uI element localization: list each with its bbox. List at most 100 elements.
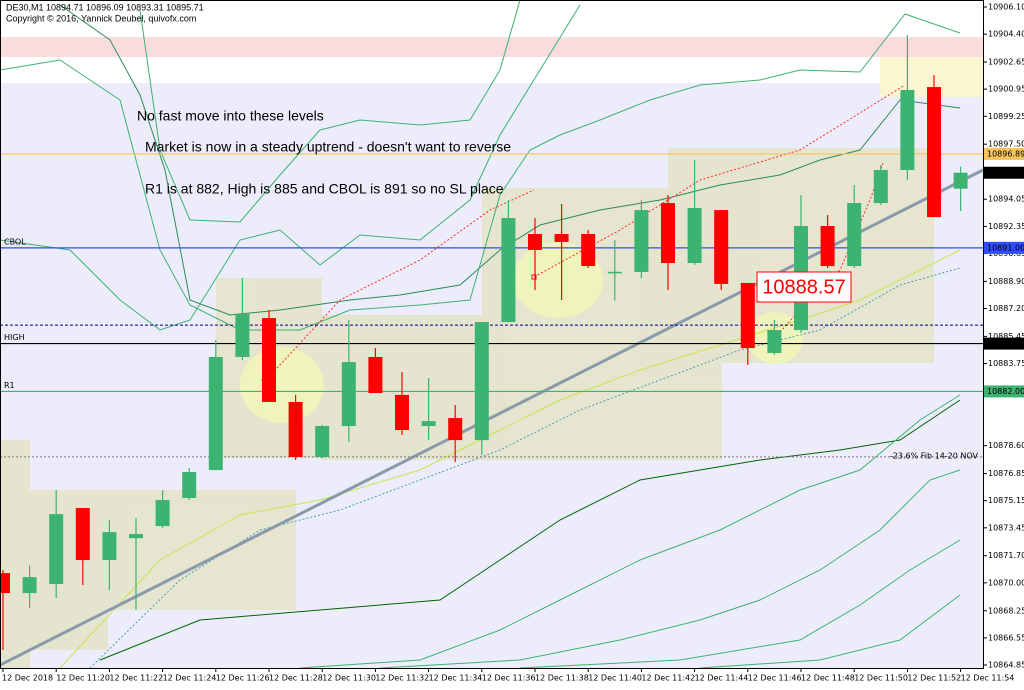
y-tick-label: 10864.85 (988, 661, 1024, 670)
candle-body (129, 534, 143, 539)
candle-body (714, 210, 729, 284)
x-tick-label: 12 Dec 11:44 (695, 674, 749, 683)
x-tick-label: 12 Dec 11:34 (429, 674, 483, 683)
candle-body (208, 356, 223, 471)
candle-body (395, 394, 409, 431)
price-tag (984, 241, 1024, 254)
x-tick-label: 12 Dec 11:22 (109, 674, 163, 683)
last-price-tag (984, 166, 1024, 179)
candle-body (421, 421, 436, 427)
candle-body (315, 426, 330, 457)
y-tick-label: 10899.25 (988, 112, 1024, 121)
candle-body (341, 362, 356, 427)
candle-body (235, 314, 250, 357)
band-line (59, 4, 961, 316)
candle-body (0, 573, 10, 594)
y-tick-label: 10902.65 (988, 58, 1024, 67)
y-tick-label: 10892.35 (988, 222, 1024, 231)
x-tick-label: 12 Dec 11:24 (163, 674, 217, 683)
candles (0, 35, 968, 651)
y-tick-label: 10888.90 (988, 277, 1024, 286)
candle-body (953, 172, 968, 189)
price-box-label: 10888.57 (762, 276, 845, 298)
candle-body (687, 207, 702, 264)
level-label: R1 (4, 381, 15, 390)
dotted-line (265, 189, 535, 381)
candle-body (474, 322, 489, 441)
last-price-label: 10895.71 (987, 168, 1024, 177)
chart-subtitle: Copyright © 2016, Yannick Deubel, quivof… (6, 13, 196, 23)
candle-body (75, 508, 90, 561)
chart-title: DE30,M1 10894.71 10896.09 10893.31 10895… (6, 2, 204, 12)
candle-body (634, 210, 649, 272)
candle-body (927, 87, 941, 218)
candle-body (661, 203, 675, 264)
annotation: R1 is at 882, High is 885 and CBOL is 89… (145, 181, 504, 197)
x-tick-label: 12 Dec 11:46 (748, 674, 802, 683)
candle-body (155, 500, 170, 527)
level-label: HIGH (4, 333, 25, 342)
candle-body (740, 282, 755, 349)
band-line (99, 399, 961, 661)
annotation: Market is now in a steady uptrend - does… (145, 139, 511, 155)
fib-label: -23.6% Fib 14-20 NOV (890, 451, 979, 460)
candle-body (767, 330, 782, 353)
candle-body (182, 471, 197, 498)
band-line (519, 539, 961, 669)
x-tick-label: 12 Dec 11:50 (854, 674, 908, 683)
price-tag-label: 10885.00 (987, 339, 1024, 348)
circle (240, 347, 324, 423)
x-tick-label: 12 Dec 11:28 (269, 674, 323, 683)
y-tick-label: 10904.40 (988, 30, 1024, 39)
y-tick-label: 10887.20 (988, 304, 1024, 313)
y-tick-label: 10866.55 (988, 633, 1024, 642)
annotation: No fast move into these levels (137, 108, 324, 124)
y-tick-label: 10870.00 (988, 578, 1024, 587)
resistance-zone (0, 37, 983, 57)
candle-body (581, 233, 596, 267)
candle-body (501, 218, 516, 323)
price-tag-label: 10882.00 (987, 387, 1024, 396)
y-tick-label: 10897.50 (988, 140, 1024, 149)
x-tick-label: 12 Dec 11:26 (216, 674, 270, 683)
y-tick-label: 10883.75 (988, 359, 1024, 368)
indicators (0, 0, 961, 669)
candle-body (820, 226, 835, 267)
price-tag (984, 385, 1024, 398)
candle-body (900, 89, 915, 171)
candle-body (49, 514, 64, 584)
x-tick-label: 12 Dec 11:38 (535, 674, 589, 683)
band-line (0, 13, 961, 331)
y-tick-label: 10873.45 (988, 523, 1024, 532)
x-tick-label: 12 Dec 11:52 (907, 674, 961, 683)
ma-line (89, 267, 961, 669)
candle-body (288, 401, 303, 457)
candle-body (262, 318, 276, 402)
x-tick-label: 12 Dec 11:40 (588, 674, 642, 683)
x-tick-label: 12 Dec 11:32 (375, 674, 429, 683)
y-tick-label: 10900.95 (988, 85, 1024, 94)
candle-body (368, 356, 383, 394)
zone (0, 440, 30, 668)
x-tick-label: 12 Dec 11:20 (56, 674, 110, 683)
x-tick-label: 12 Dec 11:48 (801, 674, 855, 683)
candle-body (873, 170, 888, 204)
y-tick-label: 10876.85 (988, 469, 1024, 478)
price-tag (984, 337, 1024, 350)
price-tag-label: 10896.89 (987, 149, 1024, 158)
band-line (379, 469, 961, 669)
x-tick-label: 12 Dec 11:54 (961, 674, 1015, 683)
candle-body (607, 271, 622, 274)
x-tick-label: 12 Dec 11:30 (322, 674, 376, 683)
candle-body (554, 233, 569, 242)
ma-line (59, 249, 961, 669)
band-line (139, 0, 521, 223)
price-tag-label: 10891.00 (987, 243, 1024, 252)
y-tick-label: 10868.25 (988, 606, 1024, 615)
y-tick-label: 10878.60 (988, 441, 1024, 450)
candle-body (448, 418, 463, 441)
band-line (699, 594, 961, 669)
y-tick-label: 10906.10 (988, 3, 1024, 12)
x-tick-label: 12 Dec 2018 (2, 674, 53, 683)
